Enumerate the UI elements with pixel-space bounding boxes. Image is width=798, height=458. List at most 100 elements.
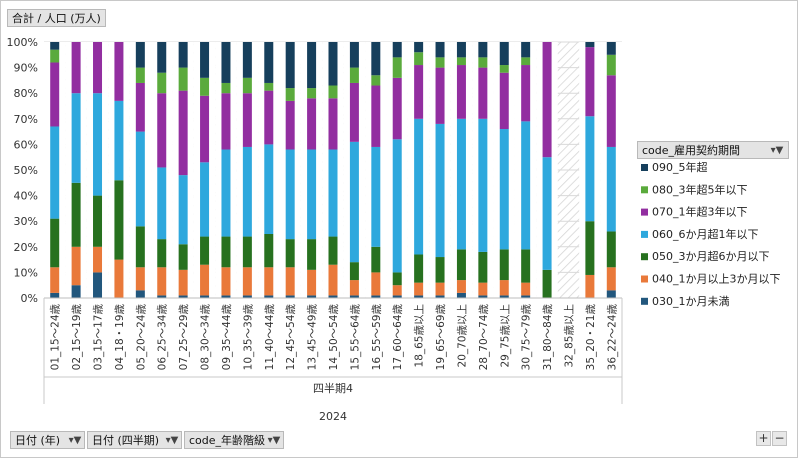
bar-segment[interactable] — [221, 295, 231, 298]
bar-segment[interactable] — [50, 49, 60, 63]
expand-field-button[interactable]: + — [756, 431, 771, 446]
bar-segment[interactable] — [499, 295, 509, 298]
bar-segment[interactable] — [135, 131, 145, 227]
bar-segment[interactable] — [242, 146, 252, 237]
bar-segment[interactable] — [135, 290, 145, 298]
bar-segment[interactable] — [307, 295, 317, 298]
bar-segment[interactable] — [606, 231, 616, 268]
bar-segment[interactable] — [606, 54, 616, 76]
bar-segment[interactable] — [285, 88, 295, 101]
bar-segment[interactable] — [285, 239, 295, 268]
filter-year-button[interactable]: 日付 (年) ▾▼ — [10, 431, 85, 449]
bar-segment[interactable] — [585, 47, 595, 117]
bar-segment[interactable] — [242, 236, 252, 268]
bar-segment[interactable] — [307, 269, 317, 296]
bar-segment[interactable] — [499, 42, 509, 66]
bar-segment[interactable] — [50, 267, 60, 293]
bar-segment[interactable] — [114, 180, 124, 260]
bar-segment[interactable] — [414, 295, 424, 298]
bar-segment[interactable] — [221, 236, 231, 268]
bar-segment[interactable] — [178, 175, 188, 245]
bar-segment[interactable] — [349, 67, 359, 83]
bar-segment[interactable] — [50, 292, 60, 298]
bar-segment[interactable] — [392, 42, 402, 58]
bar-segment[interactable] — [93, 93, 103, 196]
bar-segment[interactable] — [200, 77, 210, 96]
bar-segment[interactable] — [414, 52, 424, 66]
bar-segment[interactable] — [542, 42, 552, 158]
bar-segment[interactable] — [93, 195, 103, 247]
bar-segment[interactable] — [371, 85, 381, 147]
bar-segment[interactable] — [349, 262, 359, 281]
bar-segment[interactable] — [328, 149, 338, 237]
bar-segment[interactable] — [328, 264, 338, 296]
bar-segment[interactable] — [349, 42, 359, 68]
bar-segment[interactable] — [178, 295, 188, 298]
bar-segment[interactable] — [606, 75, 616, 147]
bar-segment[interactable] — [307, 88, 317, 99]
bar-segment[interactable] — [606, 146, 616, 232]
bar-segment[interactable] — [135, 226, 145, 268]
bar-segment[interactable] — [499, 72, 509, 130]
bar-segment[interactable] — [478, 282, 488, 296]
bar-segment[interactable] — [242, 267, 252, 296]
bar-segment[interactable] — [328, 85, 338, 99]
bar-segment[interactable] — [371, 246, 381, 273]
bar-segment[interactable] — [414, 118, 424, 255]
bar-segment[interactable] — [328, 42, 338, 86]
bar-segment[interactable] — [371, 75, 381, 86]
bar-segment[interactable] — [157, 295, 167, 298]
bar-segment[interactable] — [606, 267, 616, 291]
bar-segment[interactable] — [178, 269, 188, 296]
bar-segment[interactable] — [392, 285, 402, 296]
bar-segment[interactable] — [135, 42, 145, 68]
bar-segment[interactable] — [135, 267, 145, 291]
bar-segment[interactable] — [307, 98, 317, 150]
bar-segment[interactable] — [456, 42, 466, 58]
bar-segment[interactable] — [50, 218, 60, 268]
bar-segment[interactable] — [392, 295, 402, 298]
bar-segment[interactable] — [456, 249, 466, 281]
bar-segment[interactable] — [200, 162, 210, 237]
bar-segment[interactable] — [478, 57, 488, 68]
bar-segment[interactable] — [328, 295, 338, 298]
bar-segment[interactable] — [242, 295, 252, 298]
bar-segment[interactable] — [200, 236, 210, 265]
bar-segment[interactable] — [435, 57, 445, 68]
bar-segment[interactable] — [71, 182, 81, 247]
bar-segment[interactable] — [71, 246, 81, 286]
bar-segment[interactable] — [392, 57, 402, 78]
bar-segment[interactable] — [521, 57, 531, 66]
bar-segment[interactable] — [114, 42, 124, 101]
bar-segment[interactable] — [221, 93, 231, 150]
bar-segment[interactable] — [200, 295, 210, 298]
bar-segment[interactable] — [50, 42, 60, 50]
bar-segment[interactable] — [285, 267, 295, 296]
bar-segment[interactable] — [264, 42, 274, 83]
bar-segment[interactable] — [521, 295, 531, 298]
bar-segment[interactable] — [285, 42, 295, 89]
bar-segment[interactable] — [178, 90, 188, 176]
bar-segment[interactable] — [585, 116, 595, 222]
bar-segment[interactable] — [456, 280, 466, 293]
bar-segment[interactable] — [135, 82, 145, 132]
bar-segment[interactable] — [50, 126, 60, 219]
bar-segment[interactable] — [478, 118, 488, 252]
bar-segment[interactable] — [371, 42, 381, 76]
bar-segment[interactable] — [264, 90, 274, 145]
bar-segment[interactable] — [157, 167, 167, 240]
bar-segment[interactable] — [71, 285, 81, 298]
bar-segment[interactable] — [71, 42, 81, 94]
bar-segment[interactable] — [349, 141, 359, 263]
bar-segment[interactable] — [328, 236, 338, 265]
bar-segment[interactable] — [521, 249, 531, 283]
bar-segment[interactable] — [221, 42, 231, 83]
bar-segment[interactable] — [178, 42, 188, 68]
bar-segment[interactable] — [200, 264, 210, 296]
bar-segment[interactable] — [349, 295, 359, 298]
bar-segment[interactable] — [478, 251, 488, 283]
bar-segment[interactable] — [93, 272, 103, 298]
filter-age-button[interactable]: code_年齢階級 ▾▼ — [184, 431, 284, 449]
bar-segment[interactable] — [606, 290, 616, 298]
bar-segment[interactable] — [93, 246, 103, 273]
